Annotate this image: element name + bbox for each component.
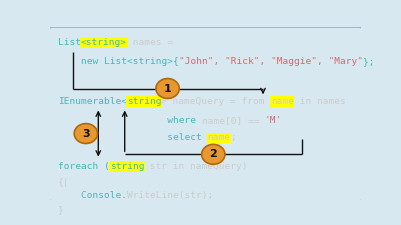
Text: str in nameQuery): str in nameQuery) [144, 162, 248, 171]
Text: name: name [207, 133, 231, 142]
Text: IEnumerable<: IEnumerable< [58, 97, 127, 106]
Ellipse shape [156, 79, 179, 99]
Text: WriteLine(str);: WriteLine(str); [127, 191, 213, 200]
Text: name: name [271, 97, 294, 106]
Text: in names: in names [294, 97, 345, 106]
Ellipse shape [202, 144, 225, 164]
Text: List: List [58, 38, 81, 47]
Text: where: where [58, 116, 202, 125]
Text: > nameQuery = from: > nameQuery = from [161, 97, 271, 106]
Text: string: string [127, 97, 161, 106]
Text: select: select [58, 133, 207, 142]
Text: 'M': 'M' [265, 116, 282, 125]
Text: ;: ; [231, 133, 236, 142]
Text: 2: 2 [209, 149, 217, 159]
Text: "John", "Rick", "Maggie", "Mary": "John", "Rick", "Maggie", "Mary" [178, 57, 363, 66]
Text: names =: names = [127, 38, 173, 47]
Text: };: }; [363, 57, 374, 66]
Text: string: string [109, 162, 144, 171]
Text: <string>: <string> [81, 38, 127, 47]
Text: {|: {| [58, 178, 69, 187]
Ellipse shape [74, 124, 97, 144]
Text: Console.: Console. [58, 191, 127, 200]
FancyBboxPatch shape [49, 27, 363, 201]
Text: new List<string>{: new List<string>{ [58, 57, 178, 66]
Text: 1: 1 [164, 83, 172, 94]
Text: name[0] ==: name[0] == [202, 116, 265, 125]
Text: foreach (: foreach ( [58, 162, 109, 171]
Text: }: } [58, 205, 64, 214]
Text: 3: 3 [82, 128, 90, 139]
